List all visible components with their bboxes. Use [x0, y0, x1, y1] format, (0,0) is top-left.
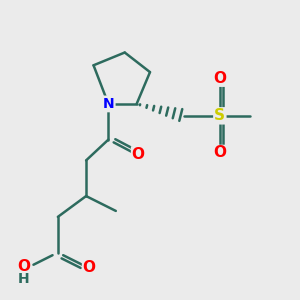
Text: N: N: [103, 97, 114, 111]
Text: S: S: [214, 108, 225, 123]
Text: O: O: [132, 147, 145, 162]
Text: O: O: [17, 259, 30, 274]
Text: O: O: [82, 260, 96, 275]
Text: H: H: [18, 272, 29, 286]
Text: O: O: [213, 71, 226, 86]
Text: O: O: [213, 146, 226, 160]
